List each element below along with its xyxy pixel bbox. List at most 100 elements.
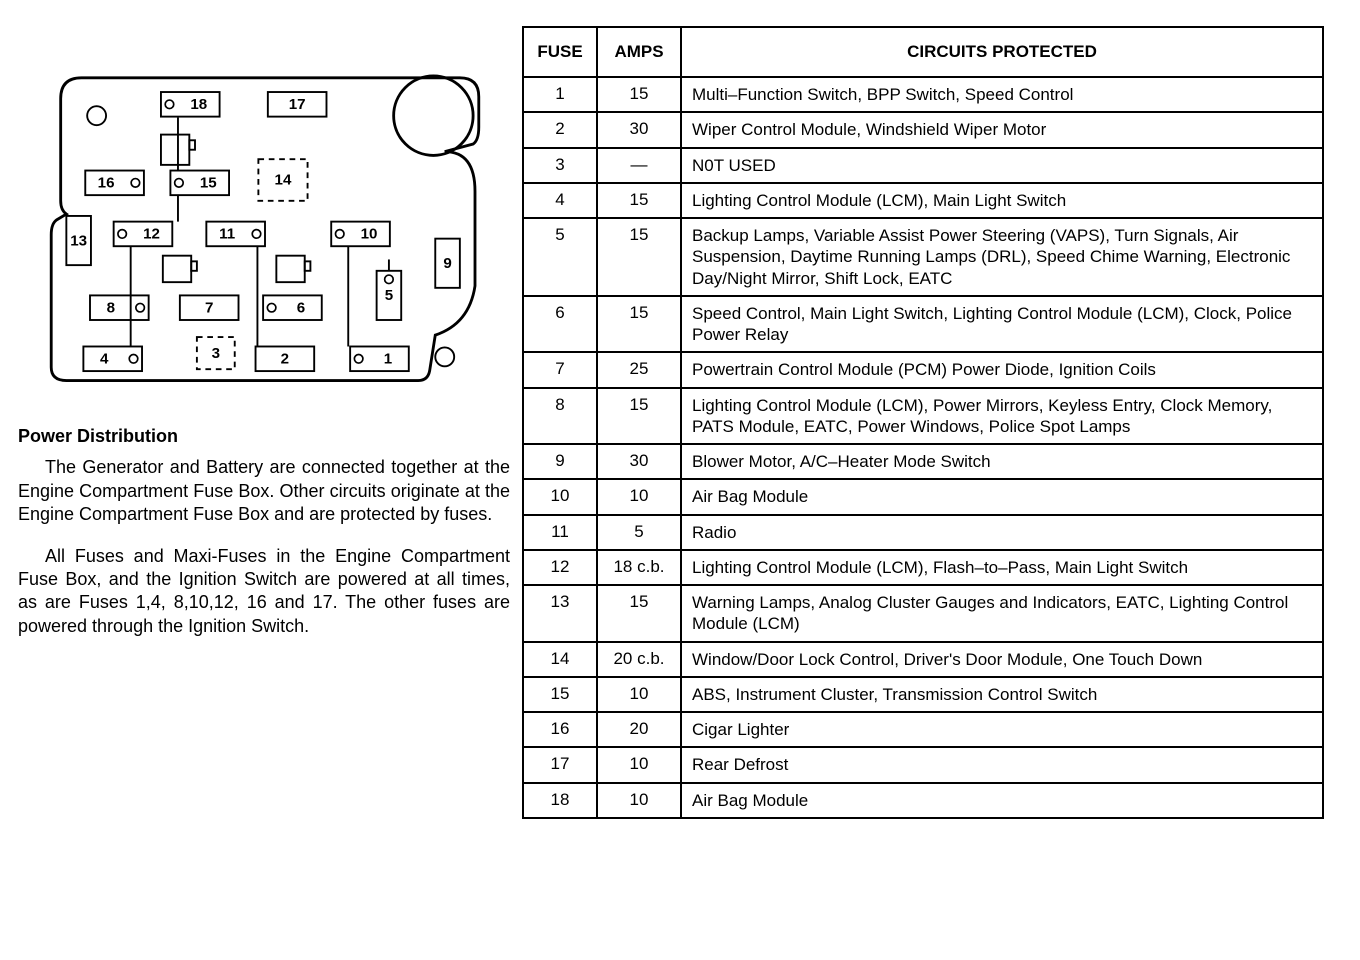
cell-fuse: 1 xyxy=(523,77,597,112)
cell-amps: 15 xyxy=(597,585,681,642)
cell-amps: 25 xyxy=(597,352,681,387)
svg-text:18: 18 xyxy=(190,96,207,113)
cell-amps: 20 c.b. xyxy=(597,642,681,677)
svg-text:5: 5 xyxy=(385,287,393,304)
cell-desc: Warning Lamps, Analog Cluster Gauges and… xyxy=(681,585,1323,642)
fusebox-diagram: 18 17 16 15 14 13 12 11 10 9 8 7 6 5 4 3 2 1 xyxy=(25,40,505,390)
table-row: 1620Cigar Lighter xyxy=(523,712,1323,747)
cell-fuse: 18 xyxy=(523,783,597,818)
svg-text:8: 8 xyxy=(107,299,115,316)
table-row: 815Lighting Control Module (LCM), Power … xyxy=(523,388,1323,445)
paragraph-2: All Fuses and Maxi-Fuses in the Engine C… xyxy=(18,545,510,639)
cell-desc: Speed Control, Main Light Switch, Lighti… xyxy=(681,296,1323,353)
cell-fuse: 2 xyxy=(523,112,597,147)
table-row: 725Powertrain Control Module (PCM) Power… xyxy=(523,352,1323,387)
svg-text:15: 15 xyxy=(200,175,217,192)
svg-text:6: 6 xyxy=(297,299,305,316)
cell-amps: 5 xyxy=(597,515,681,550)
table-row: 1010Air Bag Module xyxy=(523,479,1323,514)
col-fuse: FUSE xyxy=(523,27,597,77)
fusebox-svg: 18 17 16 15 14 13 12 11 10 9 8 7 6 5 4 3 2 1 xyxy=(25,40,505,390)
table-row: 930Blower Motor, A/C–Heater Mode Switch xyxy=(523,444,1323,479)
col-desc: CIRCUITS PROTECTED xyxy=(681,27,1323,77)
cell-amps: 10 xyxy=(597,783,681,818)
svg-text:16: 16 xyxy=(98,175,115,192)
svg-text:12: 12 xyxy=(143,226,160,243)
cell-fuse: 10 xyxy=(523,479,597,514)
cell-fuse: 7 xyxy=(523,352,597,387)
cell-desc: Air Bag Module xyxy=(681,479,1323,514)
svg-text:11: 11 xyxy=(219,226,235,243)
cell-fuse: 12 xyxy=(523,550,597,585)
table-row: 115Multi–Function Switch, BPP Switch, Sp… xyxy=(523,77,1323,112)
svg-text:7: 7 xyxy=(205,299,213,316)
cell-desc: Cigar Lighter xyxy=(681,712,1323,747)
fuse-table-body: 115Multi–Function Switch, BPP Switch, Sp… xyxy=(523,77,1323,818)
cell-desc: Multi–Function Switch, BPP Switch, Speed… xyxy=(681,77,1323,112)
cell-amps: 15 xyxy=(597,388,681,445)
page: 181716151413121110987654321 Power Distri… xyxy=(0,0,1360,960)
table-row: 230Wiper Control Module, Windshield Wipe… xyxy=(523,112,1323,147)
body-text: Power Distribution The Generator and Bat… xyxy=(18,425,510,656)
cell-fuse: 16 xyxy=(523,712,597,747)
paragraph-1: The Generator and Battery are connected … xyxy=(18,456,510,526)
table-row: 1420 c.b.Window/Door Lock Control, Drive… xyxy=(523,642,1323,677)
cell-amps: 15 xyxy=(597,218,681,296)
table-row: 1315Warning Lamps, Analog Cluster Gauges… xyxy=(523,585,1323,642)
svg-text:2: 2 xyxy=(281,351,289,368)
cell-amps: 15 xyxy=(597,77,681,112)
cell-fuse: 13 xyxy=(523,585,597,642)
cell-amps: 10 xyxy=(597,479,681,514)
svg-text:10: 10 xyxy=(361,226,378,243)
cell-fuse: 5 xyxy=(523,218,597,296)
cell-desc: Backup Lamps, Variable Assist Power Stee… xyxy=(681,218,1323,296)
cell-desc: Lighting Control Module (LCM), Power Mir… xyxy=(681,388,1323,445)
cell-desc: Rear Defrost xyxy=(681,747,1323,782)
cell-amps: 18 c.b. xyxy=(597,550,681,585)
table-row: 1810Air Bag Module xyxy=(523,783,1323,818)
cell-amps: 30 xyxy=(597,444,681,479)
svg-text:17: 17 xyxy=(289,96,306,113)
cell-amps: 15 xyxy=(597,296,681,353)
cell-fuse: 3 xyxy=(523,148,597,183)
svg-text:13: 13 xyxy=(70,232,87,249)
table-row: 1710Rear Defrost xyxy=(523,747,1323,782)
table-row: 1510ABS, Instrument Cluster, Transmissio… xyxy=(523,677,1323,712)
section-heading: Power Distribution xyxy=(18,425,510,448)
cell-desc: Wiper Control Module, Windshield Wiper M… xyxy=(681,112,1323,147)
cell-desc: Powertrain Control Module (PCM) Power Di… xyxy=(681,352,1323,387)
cell-amps: 20 xyxy=(597,712,681,747)
cell-desc: ABS, Instrument Cluster, Transmission Co… xyxy=(681,677,1323,712)
table-row: 615Speed Control, Main Light Switch, Lig… xyxy=(523,296,1323,353)
fuse-table-head: FUSE AMPS CIRCUITS PROTECTED xyxy=(523,27,1323,77)
cell-fuse: 4 xyxy=(523,183,597,218)
table-row: 115Radio xyxy=(523,515,1323,550)
cell-fuse: 8 xyxy=(523,388,597,445)
cell-desc: Air Bag Module xyxy=(681,783,1323,818)
svg-text:1: 1 xyxy=(384,351,392,368)
cell-fuse: 15 xyxy=(523,677,597,712)
cell-fuse: 6 xyxy=(523,296,597,353)
cell-amps: 10 xyxy=(597,677,681,712)
svg-text:9: 9 xyxy=(443,255,451,272)
cell-amps: 30 xyxy=(597,112,681,147)
cell-fuse: 14 xyxy=(523,642,597,677)
table-row: 515Backup Lamps, Variable Assist Power S… xyxy=(523,218,1323,296)
svg-text:3: 3 xyxy=(212,345,220,362)
table-row: 1218 c.b.Lighting Control Module (LCM), … xyxy=(523,550,1323,585)
cell-fuse: 11 xyxy=(523,515,597,550)
svg-text:4: 4 xyxy=(100,351,109,368)
svg-text:14: 14 xyxy=(275,172,292,189)
cell-amps: 15 xyxy=(597,183,681,218)
table-row: 3—N0T USED xyxy=(523,148,1323,183)
cell-desc: Window/Door Lock Control, Driver's Door … xyxy=(681,642,1323,677)
fuse-table: FUSE AMPS CIRCUITS PROTECTED 115Multi–Fu… xyxy=(522,26,1324,819)
cell-desc: Lighting Control Module (LCM), Flash–to–… xyxy=(681,550,1323,585)
cell-amps: — xyxy=(597,148,681,183)
cell-fuse: 9 xyxy=(523,444,597,479)
col-amps: AMPS xyxy=(597,27,681,77)
table-row: 415Lighting Control Module (LCM), Main L… xyxy=(523,183,1323,218)
cell-fuse: 17 xyxy=(523,747,597,782)
cell-amps: 10 xyxy=(597,747,681,782)
cell-desc: Lighting Control Module (LCM), Main Ligh… xyxy=(681,183,1323,218)
